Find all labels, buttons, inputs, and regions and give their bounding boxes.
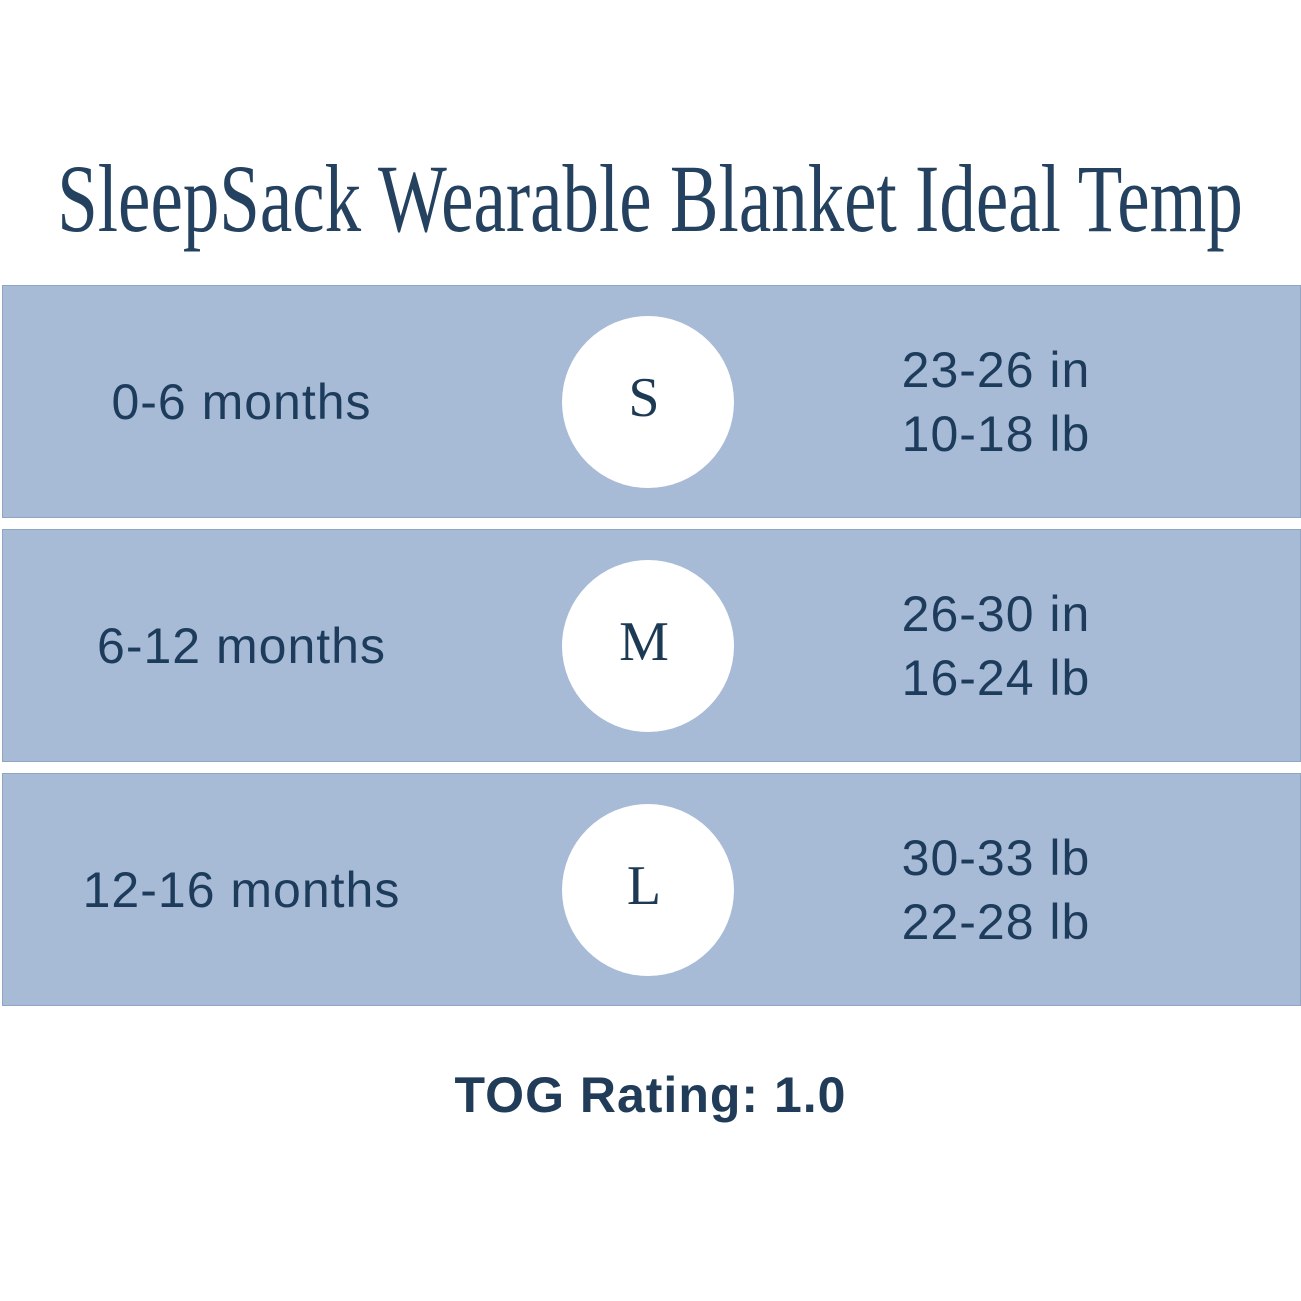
height-range: 30-33 lb [901,829,1091,886]
size-badge-wrap: S [562,315,734,488]
size-bands: 0-6 months S 23-26 in 10-18 lb 6-12 mont… [2,285,1301,1017]
age-range-label: 6-12 months [97,617,386,674]
weight-range: 10-18 lb [901,405,1091,462]
height-range: 26-30 in [901,585,1091,642]
height-range: 23-26 in [901,341,1091,398]
title-row: SleepSack Wearable Blanket Ideal Temp [0,146,1301,252]
size-badge-circle: L [562,803,734,976]
size-row-large: 12-16 months L 30-33 lb 22-28 lb [2,773,1301,1006]
size-badge-circle: M [562,559,734,732]
size-letter: L [626,854,662,917]
size-row-small: 0-6 months S 23-26 in 10-18 lb [2,285,1301,518]
age-range-label: 0-6 months [111,373,372,430]
age-range-label: 12-16 months [82,861,401,918]
size-badge-wrap: M [562,559,734,732]
weight-range: 16-24 lb [901,649,1091,706]
measurements: 23-26 in 10-18 lb [902,338,1091,466]
page-title: SleepSack Wearable Blanket Ideal Temp [57,145,1244,252]
size-row-medium: 6-12 months M 26-30 in 16-24 lb [2,529,1301,762]
size-letter: M [619,610,669,673]
measurements: 26-30 in 16-24 lb [902,582,1091,710]
measurements: 30-33 lb 22-28 lb [902,826,1091,954]
size-letter: S [628,366,660,429]
size-badge-wrap: L [562,803,734,976]
size-badge-circle: S [562,315,734,488]
weight-range: 22-28 lb [901,893,1091,950]
tog-rating-label: TOG Rating: 1.0 [454,1067,847,1123]
